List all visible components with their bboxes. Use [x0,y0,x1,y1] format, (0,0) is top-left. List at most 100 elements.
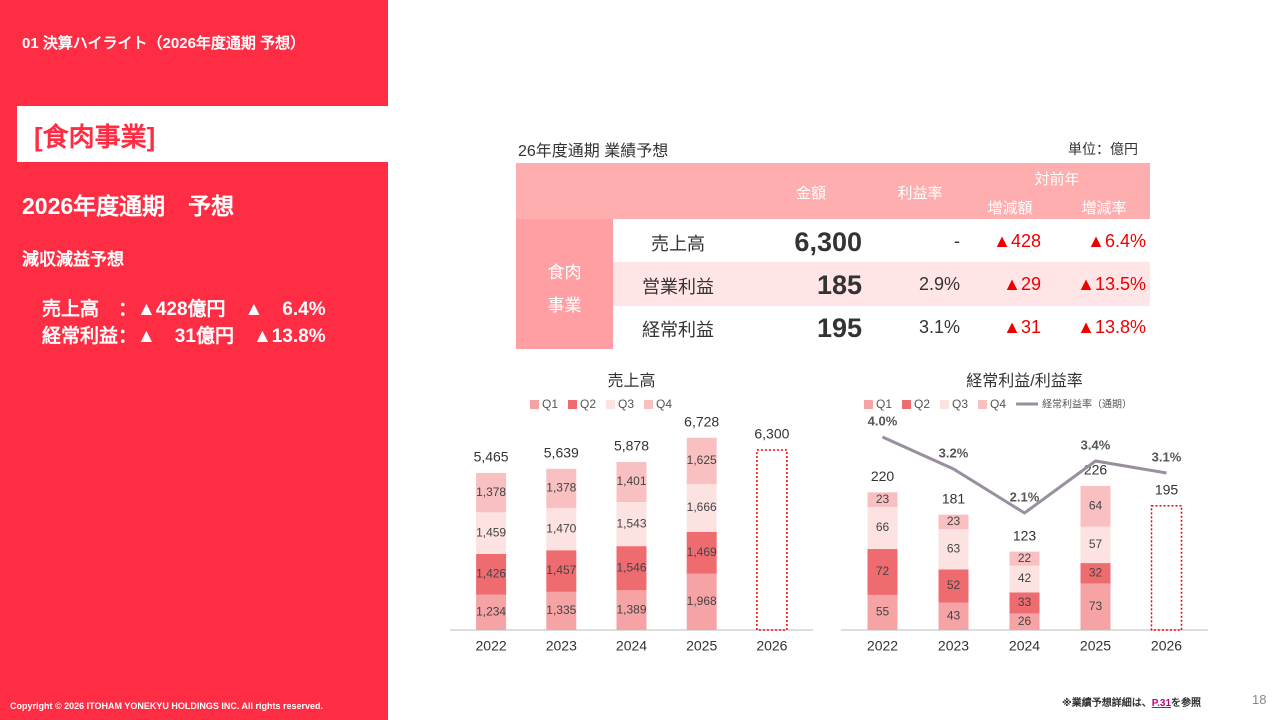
bar-segment [476,472,507,513]
bar-segment [616,546,647,591]
segment-label: 1,389 [616,602,646,616]
segment-label: 32 [1089,565,1103,579]
total-label: 6,728 [684,413,719,429]
bar-segment [616,590,647,630]
legend-swatch [902,400,912,409]
segment-label: 42 [1018,571,1032,585]
legend-label: Q1 [542,397,558,411]
total-label: 5,639 [544,445,579,461]
bar-segment [867,549,898,595]
segment-label: 1,335 [546,603,576,617]
segment-label: 63 [947,542,961,556]
legend-label: 経常利益率（通期） [1042,398,1132,411]
bar-segment [938,514,969,530]
bar-segment [546,591,577,630]
total-label: 195 [1155,481,1179,497]
segment-label: 1,625 [687,453,717,467]
bar-segment [476,512,507,554]
group-label: 事業 [547,296,582,315]
cell: - [954,231,960,251]
segment-label: 43 [947,608,961,622]
rate-line [881,435,1167,515]
legend-swatch [568,400,578,409]
x-tick-label: 2026 [1151,638,1182,654]
segment-label: 1,469 [687,545,717,559]
total-label: 123 [1013,527,1037,543]
page-link[interactable]: P.31 [1151,698,1172,709]
segment-label: 1,378 [546,481,576,495]
segment-title: [食肉事業] [34,122,156,152]
chart-title: 経常利益/利益率 [966,372,1082,390]
section-title: 01 決算ハイライト（2026年度通期 予想） [22,35,306,52]
segment-label: 23 [947,514,961,528]
heading: 2026年度通期 予想 [22,193,235,219]
group-bg [516,219,613,349]
bar-segment [1009,551,1040,566]
table-header: 対前年 [1034,171,1080,188]
bar-segment [938,569,969,603]
bar-segment [1009,565,1040,593]
bar-segment [1009,592,1040,614]
x-tick-label: 2025 [686,638,717,654]
legend-swatch [978,400,988,409]
segment-label: 72 [876,564,890,578]
rate-label: 3.4% [1081,437,1111,452]
bar-segment [686,437,717,485]
cell: ▲13.5% [1077,274,1146,294]
segment-label: 22 [1018,551,1032,565]
total-label: 181 [942,490,966,506]
table-header: 増減率 [1081,200,1127,217]
segment-label: 1,543 [616,516,646,530]
note: ※業績予想詳細は、 [1062,698,1152,709]
bar-segment [1009,613,1040,630]
bar-segment [686,484,717,532]
legend-label: Q2 [914,397,930,411]
legend-swatch [606,400,616,409]
chart-title: 売上高 [607,372,655,390]
header-bg [516,163,1150,219]
row-label: 経常利益 [642,320,714,340]
segment-label: 26 [1018,614,1032,628]
legend-label: Q1 [876,397,892,411]
forecast-bar [756,449,788,631]
segment-label: 1,546 [616,560,646,574]
legend-label: Q3 [618,397,634,411]
bar-segment [616,462,647,503]
legend-label: Q2 [580,397,596,411]
legend-label: Q4 [656,397,672,411]
unit: 単位：億円 [1068,141,1138,157]
bar-segment [938,602,969,630]
rate-label: 3.1% [1152,449,1182,464]
cell: ▲31 [1003,317,1041,337]
cell: ▲13.8% [1077,317,1146,337]
segment-label: 1,457 [546,563,576,577]
bar-segment [1080,563,1111,584]
cell: 195 [816,313,862,343]
total-label: 6,300 [754,426,789,442]
subheading: 減収減益予想 [22,250,124,269]
segment-label: 33 [1018,595,1032,609]
bar-segment [546,508,577,551]
legend-swatch [644,400,654,409]
segment-label: 1,470 [546,521,576,535]
segment-label: 52 [947,578,961,592]
cell: ▲29 [1003,274,1041,294]
segment-label: 1,234 [476,605,506,619]
segment-label: 73 [1089,599,1103,613]
segment-label: 55 [876,605,890,619]
total-label: 226 [1084,462,1108,478]
legend-swatch [940,400,950,409]
x-tick-label: 2022 [867,638,898,654]
segment-label: 1,401 [616,474,646,488]
bar-segment [1080,485,1111,527]
total-label: 220 [871,468,895,484]
bar-segment [616,502,647,547]
table-header: 利益率 [897,185,943,202]
x-tick-label: 2023 [546,638,577,654]
bar-segment [867,506,898,550]
segment-label: 23 [876,492,890,506]
page-number: 18 [1252,692,1267,707]
bar-segment [476,554,507,595]
